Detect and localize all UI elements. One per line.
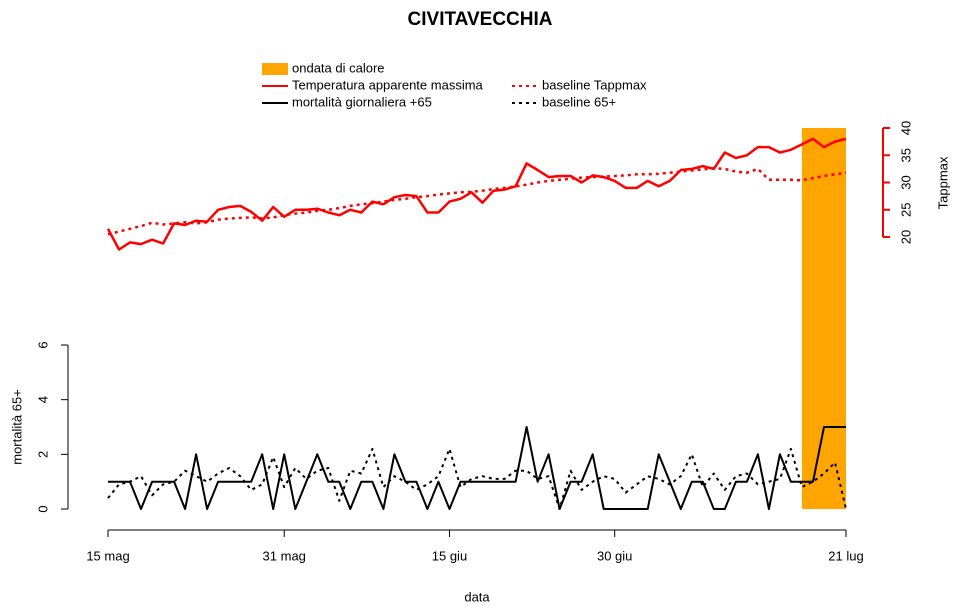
legend-label: baseline Tappmax: [542, 77, 647, 92]
x-tick-label: 15 mag: [86, 548, 129, 563]
x-tick-label: 31 mag: [263, 548, 306, 563]
legend-label: baseline 65+: [542, 94, 616, 109]
series-line: [107, 447, 847, 510]
chart-title: CIVITAVECCHIA: [408, 9, 553, 30]
y-axis-label: mortalità 65+: [9, 389, 24, 465]
legend-label: Temperatura apparente massima: [292, 77, 484, 92]
series-line: [108, 426, 846, 510]
legend-label: mortalità giornaliera +65: [292, 94, 432, 109]
legend-label: ondata di calore: [292, 60, 385, 75]
series-line: [107, 167, 847, 236]
y-tick-label: 4: [35, 396, 50, 403]
heatwave-band: [801, 128, 846, 509]
x-tick-label: 30 giu: [597, 548, 632, 563]
y2-tick-label: 30: [898, 175, 913, 189]
y-tick-label: 0: [35, 505, 50, 512]
y2-tick-label: 40: [898, 121, 913, 135]
series-line: [106, 137, 847, 251]
x-axis-label: data: [464, 589, 490, 604]
x-tick-label: 21 lug: [828, 548, 863, 563]
y2-tick-label: 20: [898, 230, 913, 244]
y2-tick-label: 25: [898, 203, 913, 217]
y-tick-label: 6: [35, 341, 50, 348]
y2-tick-label: 35: [898, 148, 913, 162]
y2-axis-label: Tappmax: [935, 156, 950, 209]
legend-swatch: [262, 63, 288, 75]
x-tick-label: 15 giu: [432, 548, 467, 563]
y-tick-label: 2: [35, 451, 50, 458]
